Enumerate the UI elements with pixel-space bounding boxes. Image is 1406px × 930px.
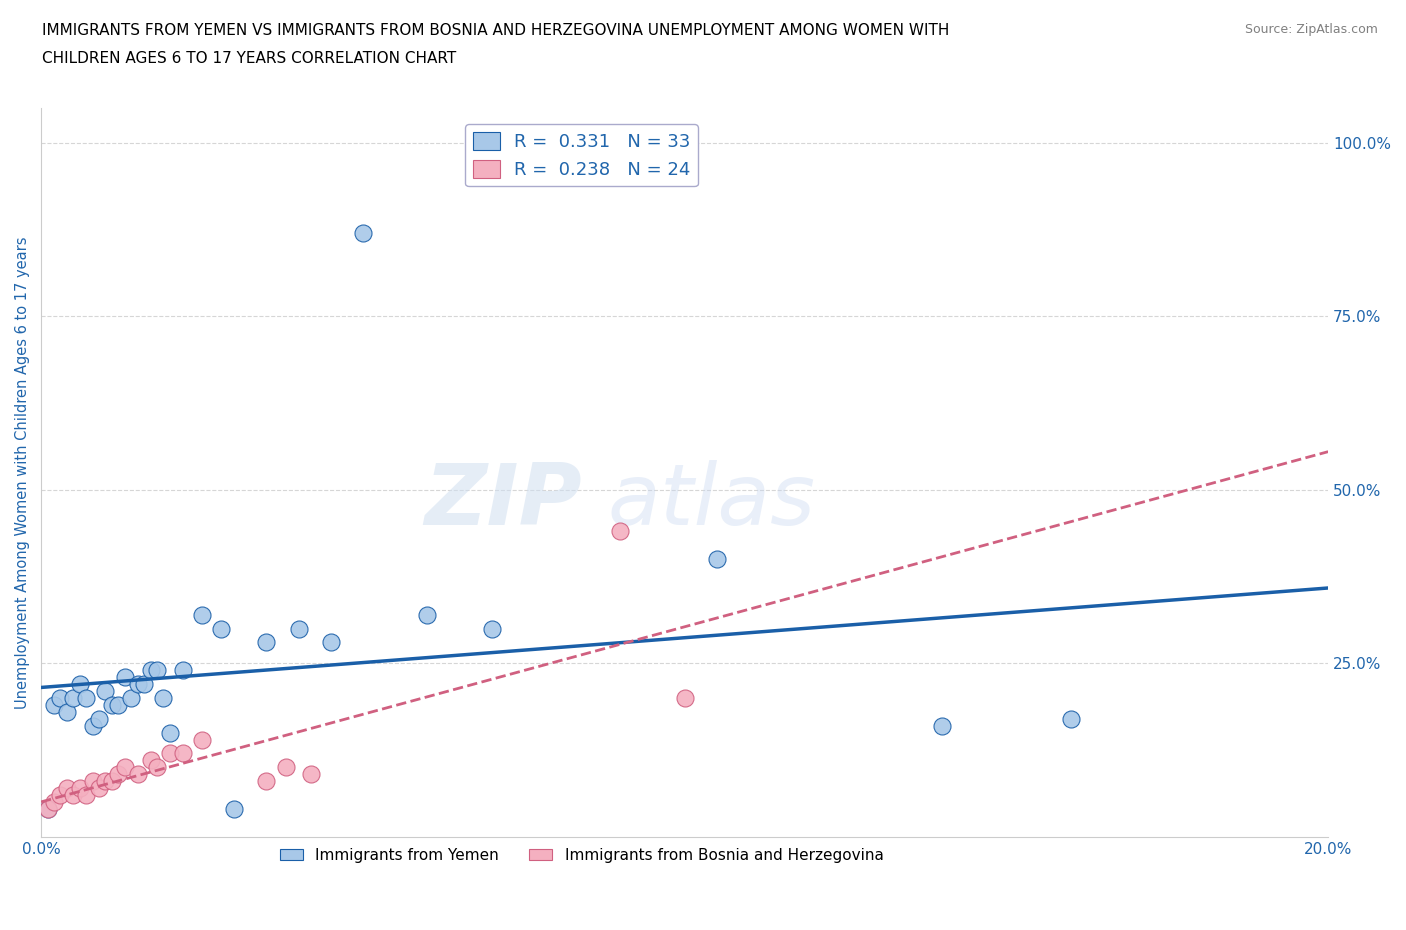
Point: [75, 788, 97, 803]
Text: atlas: atlas: [607, 460, 815, 543]
Point: [146, 663, 169, 678]
Point: [37, 802, 59, 817]
Point: [114, 670, 136, 684]
Point: [416, 607, 439, 622]
Point: [146, 760, 169, 775]
Point: [114, 760, 136, 775]
Text: CHILDREN AGES 6 TO 17 YEARS CORRELATION CHART: CHILDREN AGES 6 TO 17 YEARS CORRELATION …: [42, 51, 457, 66]
Point: [62, 690, 84, 705]
Legend: Immigrants from Yemen, Immigrants from Bosnia and Herzegovina: Immigrants from Yemen, Immigrants from B…: [274, 842, 890, 870]
Text: ZIP: ZIP: [425, 460, 582, 543]
Point: [1060, 711, 1083, 726]
Point: [139, 663, 162, 678]
Point: [191, 732, 214, 747]
Point: [224, 802, 246, 817]
Point: [706, 551, 728, 566]
Point: [319, 635, 342, 650]
Text: IMMIGRANTS FROM YEMEN VS IMMIGRANTS FROM BOSNIA AND HERZEGOVINA UNEMPLOYMENT AMO: IMMIGRANTS FROM YEMEN VS IMMIGRANTS FROM…: [42, 23, 949, 38]
Point: [49, 690, 72, 705]
Point: [152, 690, 174, 705]
Point: [42, 794, 65, 809]
Point: [94, 774, 117, 789]
Point: [191, 607, 214, 622]
Point: [87, 780, 110, 795]
Point: [87, 711, 110, 726]
Point: [56, 704, 79, 719]
Y-axis label: Unemployment Among Women with Children Ages 6 to 17 years: Unemployment Among Women with Children A…: [15, 236, 30, 709]
Point: [127, 767, 149, 782]
Text: Source: ZipAtlas.com: Source: ZipAtlas.com: [1244, 23, 1378, 36]
Point: [254, 774, 277, 789]
Point: [481, 621, 503, 636]
Point: [62, 788, 84, 803]
Point: [37, 802, 59, 817]
Point: [254, 635, 277, 650]
Point: [56, 780, 79, 795]
Point: [609, 524, 631, 538]
Point: [94, 684, 117, 698]
Point: [172, 663, 194, 678]
Point: [49, 788, 72, 803]
Point: [69, 677, 91, 692]
Point: [673, 690, 696, 705]
Point: [107, 698, 129, 712]
Point: [120, 690, 142, 705]
Point: [42, 698, 65, 712]
Point: [101, 774, 124, 789]
Point: [931, 718, 953, 733]
Point: [159, 725, 181, 740]
Point: [132, 677, 155, 692]
Point: [159, 746, 181, 761]
Point: [75, 690, 97, 705]
Point: [82, 774, 104, 789]
Point: [101, 698, 124, 712]
Point: [209, 621, 232, 636]
Point: [274, 760, 297, 775]
Point: [172, 746, 194, 761]
Point: [82, 718, 104, 733]
Point: [69, 780, 91, 795]
Point: [127, 677, 149, 692]
Point: [287, 621, 309, 636]
Point: [352, 225, 374, 240]
Point: [139, 753, 162, 768]
Point: [299, 767, 322, 782]
Point: [107, 767, 129, 782]
